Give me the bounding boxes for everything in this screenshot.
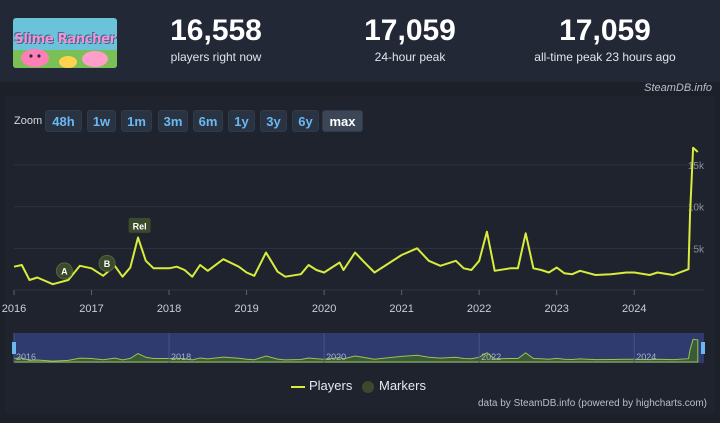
series-line-players xyxy=(13,146,699,286)
navigator-label: 2024 xyxy=(636,352,656,362)
x-tick-label: 2021 xyxy=(389,303,413,315)
stat-value: 16,558 xyxy=(170,14,262,47)
stats-bar: Slime Rancher 16,558 players right now 1… xyxy=(0,0,720,82)
zoom-button-max[interactable]: max xyxy=(322,110,363,132)
stat-value: 17,059 xyxy=(559,14,651,47)
x-tick-label: 2020 xyxy=(312,303,336,315)
x-tick-label: 2018 xyxy=(157,303,181,315)
x-axis-labels: 2016 2017 2018 2019 2020 2021 2022 2023 2024 xyxy=(2,290,646,315)
navigator-label: 2018 xyxy=(171,352,191,362)
game-thumbnail-art xyxy=(13,18,117,68)
zoom-button-3y[interactable]: 3y xyxy=(260,110,287,132)
marker-badge xyxy=(128,217,151,233)
zoom-button-1m[interactable]: 1m xyxy=(121,110,152,132)
y-axis-labels: 15k 10k 5k xyxy=(688,161,705,255)
marker-label: A xyxy=(61,266,68,276)
navigator-labels: 2016 2018 2020 2022 2024 xyxy=(13,333,656,363)
legend-line-swatch xyxy=(291,385,305,388)
x-tick-label: 2019 xyxy=(234,303,258,315)
x-tick-label: 2016 xyxy=(2,303,26,315)
zoom-button-6m[interactable]: 6m xyxy=(193,110,223,132)
event-markers: A B Rel xyxy=(55,217,151,280)
legend-label: Players xyxy=(309,378,353,393)
marker-badge xyxy=(98,254,116,272)
zoom-button-3m[interactable]: 3m xyxy=(158,110,188,132)
x-tick-label: 2023 xyxy=(544,303,568,315)
stat-alltime-peak: 17,059 all-time peak 23 hours ago xyxy=(515,14,695,64)
x-tick-label: 2022 xyxy=(467,303,491,315)
navigator-series-area xyxy=(13,338,699,363)
steamdb-credit-link[interactable]: SteamDB.info xyxy=(644,82,712,94)
legend-label: Markers xyxy=(379,378,426,393)
zoom-label: Zoom xyxy=(14,115,43,127)
zoom-button-6y[interactable]: 6y xyxy=(292,110,319,132)
y-tick-label: 10k xyxy=(688,203,705,214)
marker-label: Rel xyxy=(133,221,147,231)
navigator-label: 2022 xyxy=(481,352,501,362)
x-tick-label: 2017 xyxy=(79,303,103,315)
x-tick-label: 2024 xyxy=(622,303,646,315)
y-tick-label: 5k xyxy=(693,244,705,255)
grid-lines xyxy=(14,164,704,291)
zoom-button-1y[interactable]: 1y xyxy=(228,110,255,132)
legend-item-markers[interactable]: Markers xyxy=(362,378,426,393)
game-logo: Slime Rancher xyxy=(14,32,116,47)
stat-value: 17,059 xyxy=(364,14,456,47)
legend-dot-swatch xyxy=(362,380,374,393)
stat-24h-peak: 17,059 24-hour peak xyxy=(320,14,500,64)
marker-label: B xyxy=(104,259,111,269)
navigator-label: 2016 xyxy=(16,352,36,362)
legend-item-players[interactable]: Players xyxy=(291,378,352,393)
navigator-handle-left[interactable] xyxy=(12,342,16,354)
zoom-button-48h[interactable]: 48h xyxy=(45,110,82,132)
zoom-button-1w[interactable]: 1w xyxy=(87,110,116,132)
navigator: 2016 2018 2020 2022 2024 xyxy=(12,333,705,363)
stat-current-players: 16,558 players right now xyxy=(126,14,306,64)
stat-label: 24-hour peak xyxy=(374,50,446,64)
navigator-label: 2020 xyxy=(326,352,346,362)
marker-badge xyxy=(55,262,73,280)
footer-credit[interactable]: data by SteamDB.info (powered by highcha… xyxy=(478,398,707,409)
stat-label: players right now xyxy=(170,50,262,64)
stat-label: all-time peak 23 hours ago xyxy=(534,50,676,64)
game-thumbnail[interactable]: Slime Rancher xyxy=(13,18,117,68)
y-tick-label: 15k xyxy=(688,161,705,172)
navigator-handle-right[interactable] xyxy=(701,342,705,354)
